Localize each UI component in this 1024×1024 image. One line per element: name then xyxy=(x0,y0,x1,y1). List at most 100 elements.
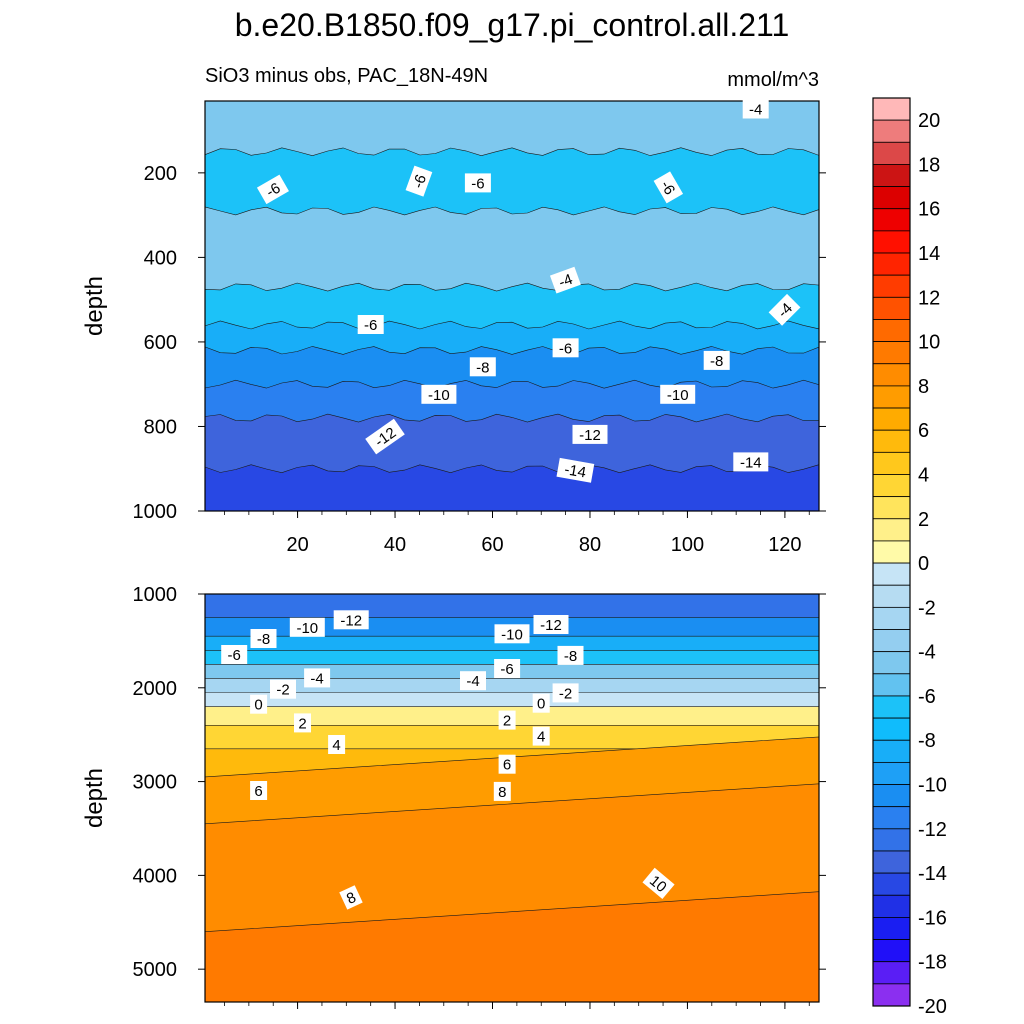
contour-label: 8 xyxy=(493,781,511,801)
contour-label-text: -10 xyxy=(667,387,689,404)
contour-label: -2 xyxy=(270,679,296,699)
colorbar-swatch xyxy=(872,407,911,431)
colorbar-swatch xyxy=(872,186,911,210)
contour-label-text: -8 xyxy=(257,631,270,648)
contour-label-bg xyxy=(660,384,696,404)
contour-label-bg xyxy=(304,668,331,688)
y-tick-label: 800 xyxy=(144,416,177,438)
colorbar-tick-label: -16 xyxy=(918,907,947,929)
y-tick-label: 600 xyxy=(144,332,177,354)
contour-label-bg xyxy=(572,424,608,444)
contour-label-text: -6 xyxy=(559,340,572,357)
colorbar-tick-label: 12 xyxy=(918,287,940,309)
x-tick-label: 80 xyxy=(579,534,601,556)
contour-label-text: -2 xyxy=(276,682,289,699)
contour-label-text: 0 xyxy=(537,696,545,713)
contour-label: -4 xyxy=(768,293,801,326)
colorbar-swatch xyxy=(872,961,911,985)
colorbar-swatch xyxy=(872,119,911,143)
colorbar-swatch xyxy=(872,872,911,896)
contour-label: -6 xyxy=(221,645,248,664)
colorbar-swatch xyxy=(872,673,911,697)
colorbar-swatch xyxy=(872,319,911,343)
colorbar-swatch xyxy=(872,252,911,276)
contour-label: -8 xyxy=(250,629,277,648)
contour-label: 8 xyxy=(339,885,363,910)
contour-label-text: -2 xyxy=(559,685,572,702)
contour-label-bg xyxy=(250,781,268,800)
y-tick-label: 3000 xyxy=(133,772,178,794)
contour-label: -8 xyxy=(469,357,496,377)
colorbar-swatch xyxy=(872,651,911,675)
contour-label: 10 xyxy=(642,867,675,900)
colorbar-tick-label: 0 xyxy=(918,553,929,575)
colorbar-swatch xyxy=(872,606,911,630)
contour-label-bg xyxy=(498,754,516,774)
contour-label: -6 xyxy=(464,173,491,193)
y-tick-label: 200 xyxy=(144,163,177,185)
contour-label-text: 0 xyxy=(254,697,262,714)
x-tick-label: 20 xyxy=(286,534,308,556)
colorbar-swatch xyxy=(872,230,911,254)
subtitle-units: mmol/m^3 xyxy=(727,69,819,91)
colorbar-swatch xyxy=(872,363,911,387)
plot-frame xyxy=(204,100,820,512)
colorbar-swatch xyxy=(872,917,911,940)
contour-label-bg xyxy=(653,171,684,204)
contour-label: -12 xyxy=(533,615,569,634)
y-tick-label: 1000 xyxy=(133,501,178,523)
contour-label-text: -8 xyxy=(476,359,489,376)
subtitle-left: SiO3 minus obs, PAC_18N-49N xyxy=(205,65,488,87)
y-tick-label: 2000 xyxy=(133,678,178,700)
colorbar-swatch xyxy=(872,562,911,586)
contour-label-text: 2 xyxy=(298,715,306,732)
contour-label-bg xyxy=(552,683,579,703)
contour-label-text: 6 xyxy=(503,757,511,774)
colorbar-swatch xyxy=(872,739,911,763)
contour-label-text: 8 xyxy=(498,784,506,801)
contour-label-bg xyxy=(421,384,457,404)
y-axis-label: depth xyxy=(81,768,108,828)
colorbar-tick-label: -12 xyxy=(918,819,947,841)
y-tick-label: 5000 xyxy=(133,959,178,981)
colorbar-swatch xyxy=(872,983,911,1007)
contour-label-bg xyxy=(460,671,486,691)
contour-label: 2 xyxy=(498,710,516,730)
colorbar-swatch xyxy=(872,341,911,365)
contour-label-text: -6 xyxy=(364,317,377,334)
contour-label: -6 xyxy=(405,165,433,197)
contour-label-text: -6 xyxy=(500,661,513,678)
contour-label-text: 2 xyxy=(503,713,511,730)
contour-label-text: -6 xyxy=(228,647,241,664)
contour-label-bg xyxy=(742,99,769,119)
colorbar-tick-label: 14 xyxy=(918,243,940,265)
contour-label-bg xyxy=(532,726,550,746)
colorbar-tick-label: 16 xyxy=(918,199,940,221)
y-tick-label: 1000 xyxy=(133,584,178,606)
colorbar-swatch xyxy=(872,208,911,232)
x-tick-label: 100 xyxy=(671,534,704,556)
colorbar-swatch xyxy=(872,385,911,409)
contour-label-bg xyxy=(549,266,581,294)
colorbar-tick-label: -6 xyxy=(918,686,936,708)
colorbar-tick-label: 8 xyxy=(918,376,929,398)
contour-label-bg xyxy=(469,357,496,377)
contour-label-bg xyxy=(250,629,277,648)
colorbar-swatch xyxy=(872,540,911,564)
colorbar-swatch xyxy=(872,296,911,320)
contour-label-text: -10 xyxy=(501,626,523,643)
colorbar: 20181614121086420-2-4-6-8-10-12-14-16-18… xyxy=(872,97,947,1018)
contour-label-bg xyxy=(493,781,511,801)
y-tick-label: 4000 xyxy=(133,865,178,887)
contour-label: -10 xyxy=(421,384,457,404)
contour-label-text: -4 xyxy=(749,102,762,119)
contour-label: -14 xyxy=(556,457,595,483)
contour-label-bg xyxy=(328,735,346,754)
contour-label-text: 4 xyxy=(332,737,340,754)
colorbar-tick-label: 10 xyxy=(918,332,940,354)
contour-label: -6 xyxy=(552,338,579,358)
contour-label-bg xyxy=(339,885,363,910)
contour-label-text: -4 xyxy=(557,271,575,292)
